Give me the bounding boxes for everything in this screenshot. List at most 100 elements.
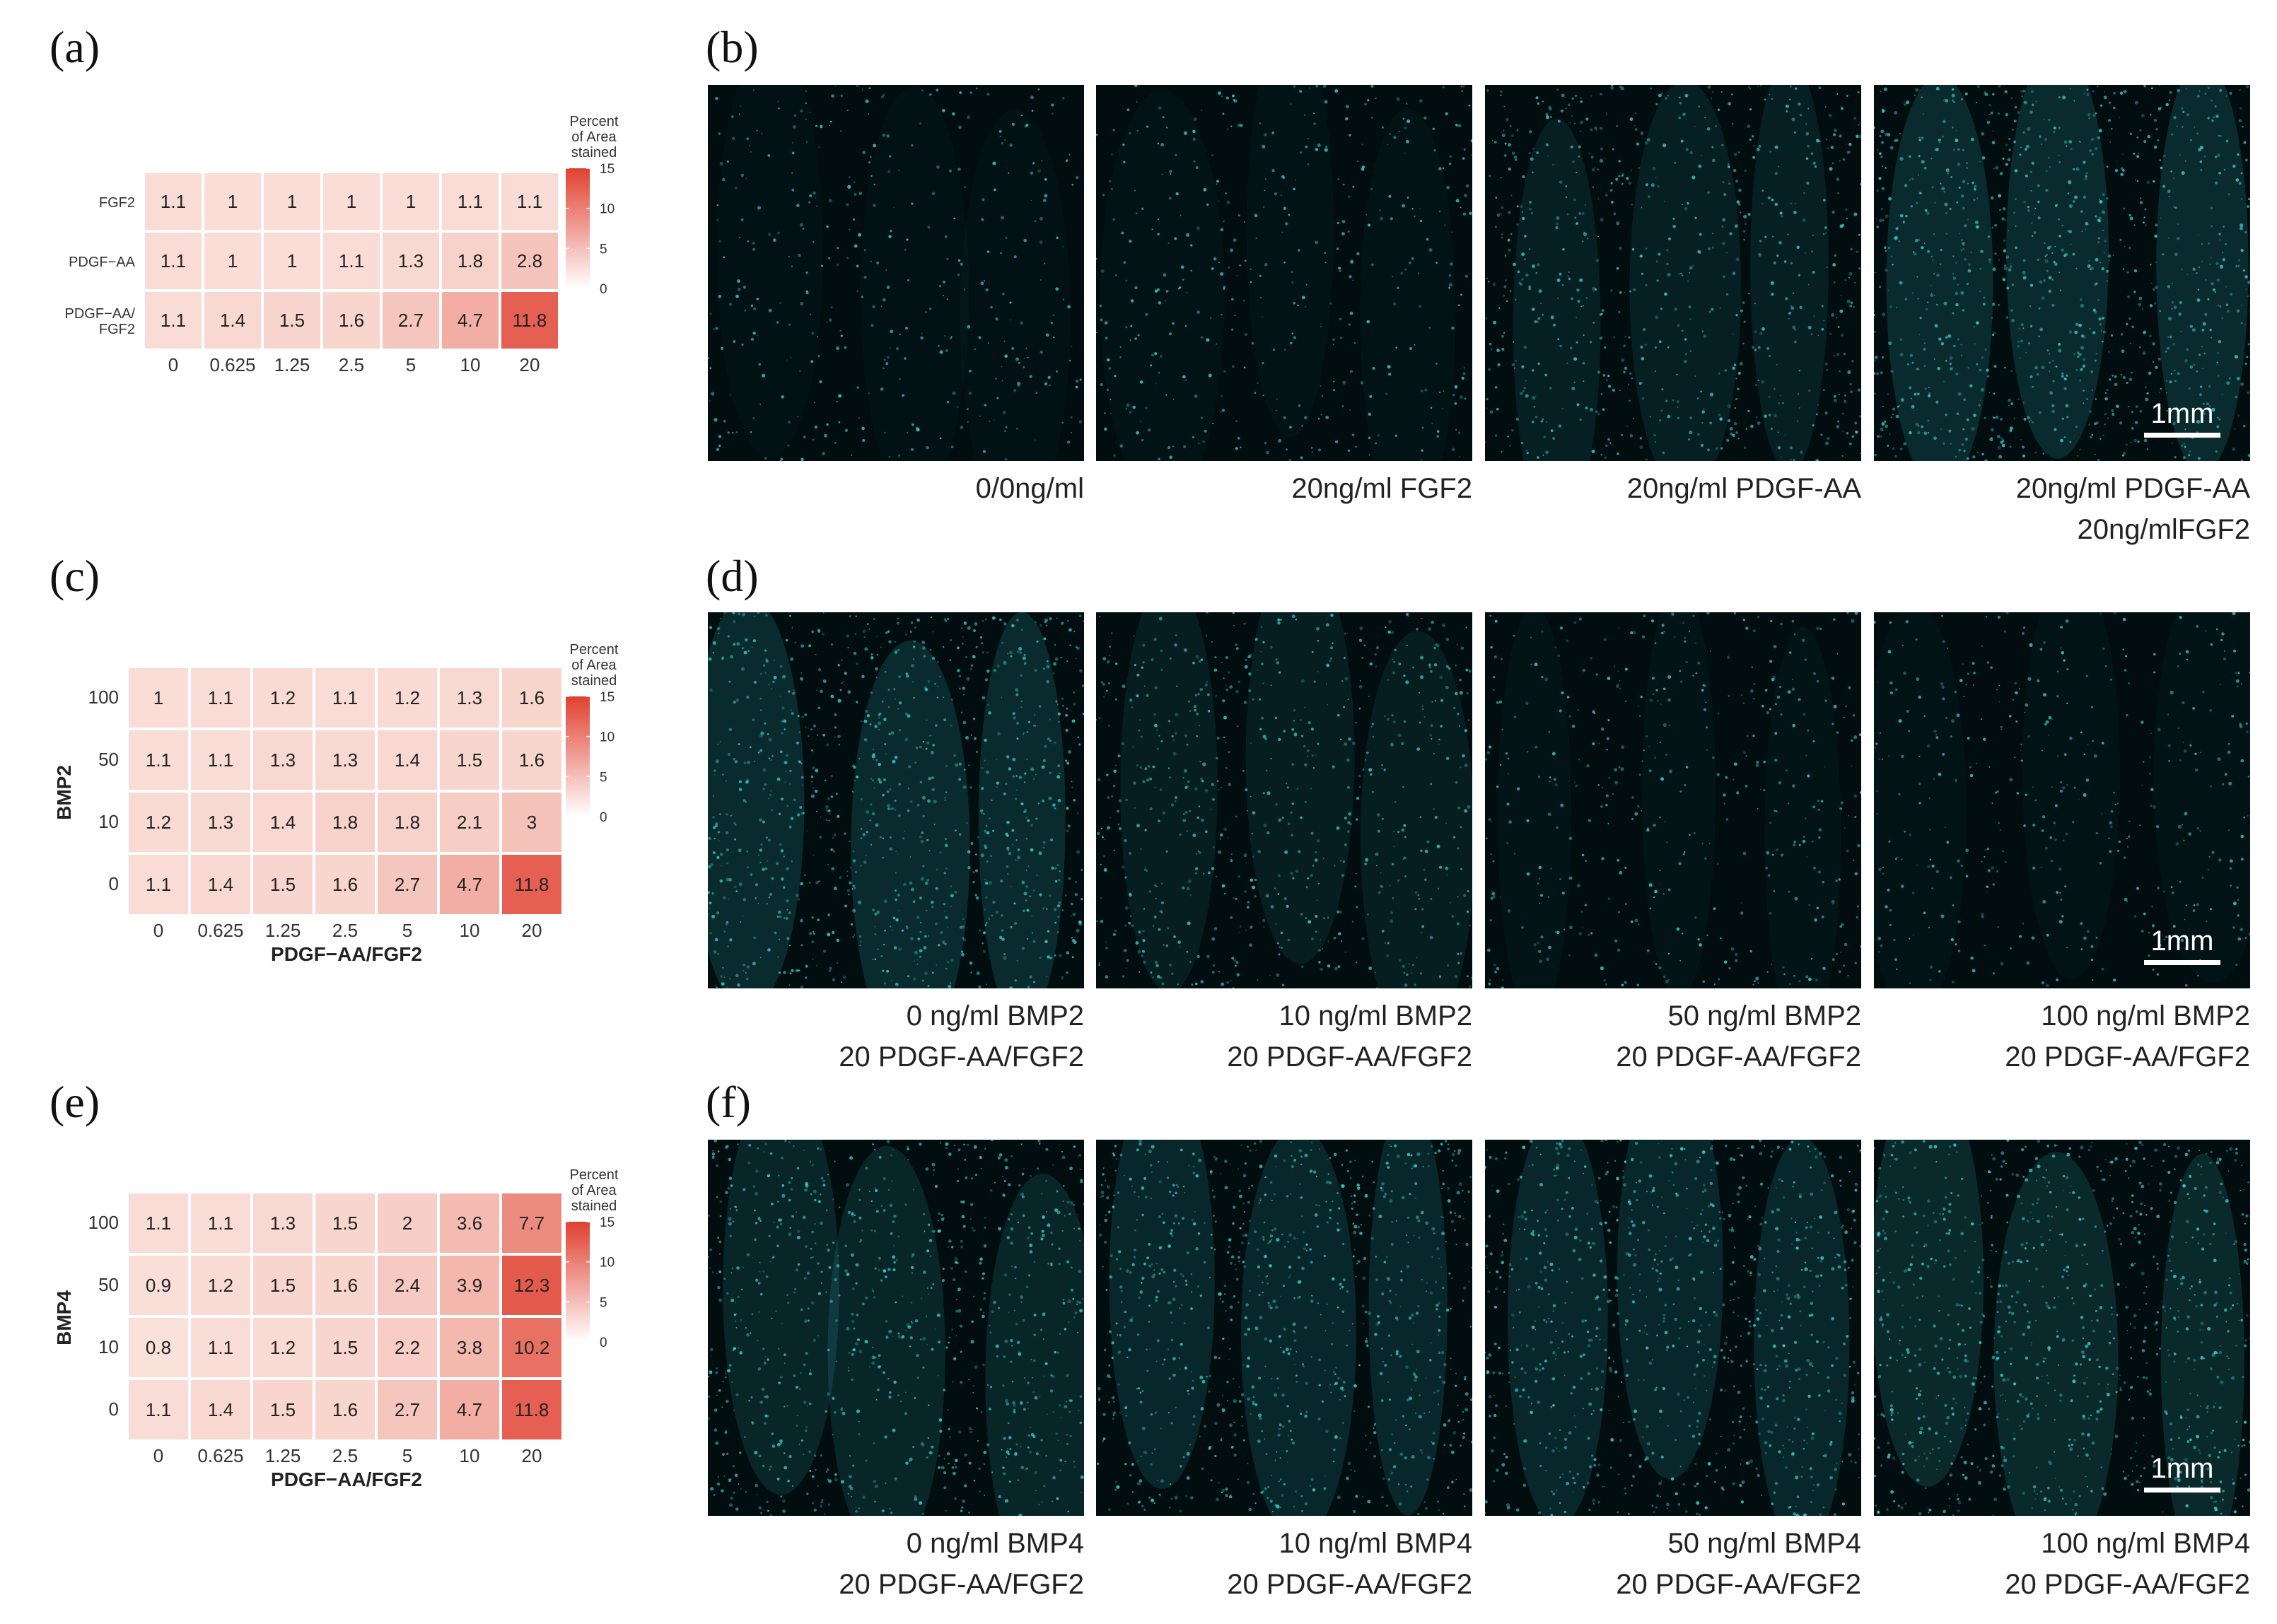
heatmap-cell-value: 1.2: [270, 687, 296, 708]
heatmap-x-tick: 10: [460, 1445, 480, 1466]
heatmap-2: 1 1.1 1.2 1.1 1.2 1.3 1.6 1.1 1.1 1.3 1.3 1.4 1.5 1.6…: [53, 642, 619, 965]
heatmap-cell: [253, 855, 313, 914]
heatmap-row-label: 50: [98, 1274, 119, 1295]
heatmap-x-axis-title: PDGF−AA/FGF2: [271, 943, 422, 965]
heatmap-cell-value: 4.7: [458, 310, 483, 331]
heatmap-cell: [378, 1380, 437, 1439]
heatmap-cell-value: 1.3: [270, 1213, 296, 1234]
heatmap-x-tick: 5: [406, 354, 416, 375]
micrograph-caption-line: 20 PDGF-AA/FGF2: [2005, 1569, 2250, 1600]
heatmap-cell: [191, 730, 250, 790]
heatmap-cell: [378, 1256, 437, 1315]
heatmap-cell-value: 1.1: [517, 191, 542, 212]
micrograph-image: 1mm: [1874, 85, 2250, 461]
heatmap-cell-value: 1.8: [395, 812, 420, 833]
micrograph-caption-line: 100 ng/ml BMP2: [2041, 1000, 2250, 1032]
heatmap-cell-value: 1.5: [270, 874, 296, 895]
heatmap-cell-value: 3.6: [457, 1213, 482, 1234]
heatmap-x-tick: 0: [168, 354, 178, 375]
heatmap-cell-value: 7.7: [519, 1213, 544, 1234]
micrograph-caption-line: 20 PDGF-AA/FGF2: [1616, 1569, 1861, 1600]
heatmap-cell: [315, 730, 375, 790]
heatmap-cell: [440, 730, 499, 790]
heatmap-cell: [502, 1193, 561, 1253]
heatmap-cell: [502, 1380, 561, 1439]
heatmap-cell-value: 1.3: [332, 749, 358, 771]
heatmap-row-label: 100: [88, 687, 119, 708]
heatmap-cell-value: 1.1: [208, 1213, 233, 1234]
heatmap-cell: [191, 1318, 250, 1377]
heatmap-3: 1.1 1.1 1.3 1.5 2 3.6 7.7 0.9 1.2 1.5 1.6 2.4 3.9 12.…: [53, 1167, 619, 1490]
heatmap-row-label: PDGF−AA: [69, 255, 136, 270]
heatmap-x-tick: 5: [402, 920, 412, 941]
heatmap-cell: [129, 1380, 188, 1439]
heatmap-cell-value: 2.7: [395, 1399, 420, 1420]
heatmap-x-tick: 1.25: [265, 1445, 301, 1466]
heatmap-cell-value: 2: [402, 1213, 412, 1234]
heatmap-cell: [264, 292, 320, 349]
heatmap-cell: [191, 668, 250, 728]
heatmap-x-tick: 20: [520, 354, 540, 375]
heatmap-cell: [129, 1256, 188, 1315]
heatmap-cell: [502, 1318, 561, 1377]
micrograph-caption: 100 ng/ml BMP2 20 PDGF-AA/FGF2: [1874, 995, 2250, 1077]
heatmap-cell: [315, 1193, 375, 1253]
heatmap-cell-value: 4.7: [457, 1399, 482, 1420]
heatmap-cell-value: 1.4: [395, 749, 420, 771]
panel-letter-f: (f): [706, 1077, 751, 1127]
heatmap-cell-value: 11.8: [515, 1399, 549, 1420]
micrograph-image: [1096, 85, 1472, 461]
heatmap-cell-value: 1.1: [208, 749, 233, 771]
heatmap-cell: [264, 233, 320, 289]
heatmap-cell-value: 1.5: [332, 1213, 358, 1234]
heatmap-cell-value: 1.2: [395, 687, 420, 708]
heatmap-cell: [129, 1193, 188, 1253]
heatmap-cell-value: 1.4: [208, 1399, 233, 1420]
heatmap-cell-value: 1: [228, 250, 238, 271]
legend-colorbar: [566, 168, 590, 288]
heatmap-cell: [323, 233, 380, 289]
heatmap-cell-value: 1: [287, 250, 297, 271]
heatmap-x-axis-title: PDGF−AA/FGF2: [271, 1468, 422, 1490]
heatmap-cell: [323, 292, 380, 349]
micrograph-caption-line: 10 ng/ml BMP2: [1279, 1000, 1472, 1032]
legend-tick-label: 10: [600, 730, 615, 745]
micrograph-image: [1485, 85, 1861, 461]
scale-bar-label: 1mm: [2151, 1453, 2214, 1484]
heatmap-cell-value: 1.1: [146, 1213, 171, 1234]
heatmap-cell-value: 11.8: [513, 310, 547, 331]
heatmap-cell: [264, 173, 320, 230]
heatmap-cell-value: 11.8: [515, 874, 549, 895]
heatmap-cell: [204, 233, 261, 289]
heatmap-cell-value: 1.4: [220, 310, 245, 331]
legend-tick-label: 0: [600, 282, 607, 297]
heatmap-cell: [129, 855, 188, 914]
heatmap-cell: [378, 668, 437, 728]
heatmap-cell-value: 1.3: [270, 749, 296, 771]
heatmap-cell-value: 2.2: [395, 1337, 420, 1358]
micrograph-caption-line: 20 PDGF-AA/FGF2: [1227, 1569, 1472, 1600]
heatmap-cell: [502, 730, 561, 790]
heatmap-cell-value: 1.1: [146, 874, 171, 895]
heatmap-cell-value: 12.3: [514, 1275, 550, 1296]
heatmap-y-axis-title: BMP4: [53, 1290, 75, 1345]
legend-tick-label: 0: [600, 1336, 607, 1350]
legend-tick-label: 5: [600, 770, 607, 785]
heatmap-layer: 1.1 1 1 1 1 1.1 1.11.1 1 1 1.1 1.3 1.8 2.81.1 1.4 1.5 1…: [53, 114, 619, 1490]
heatmap-cell: [440, 855, 499, 914]
heatmap-cell-value: 1.5: [332, 1337, 358, 1358]
heatmap-cell: [440, 793, 499, 852]
micrograph-caption-line: 20ng/ml PDGF-AA: [2015, 473, 2250, 504]
heatmap-x-tick: 1.25: [265, 920, 301, 941]
heatmap-cell: [315, 1256, 375, 1315]
heatmap-cell: [501, 173, 558, 230]
heatmap-cell-value: 3.8: [457, 1337, 482, 1358]
heatmap-cell: [442, 292, 499, 349]
heatmap-cell: [501, 233, 558, 289]
legend-title: Percent of Area stained: [570, 642, 619, 689]
heatmap-cell: [145, 233, 202, 289]
micrograph-caption-line: 10 ng/ml BMP4: [1279, 1528, 1472, 1559]
heatmap-x-tick: 0.625: [197, 1445, 243, 1466]
heatmap-cell: [129, 668, 188, 728]
heatmap-cell: [442, 173, 499, 230]
